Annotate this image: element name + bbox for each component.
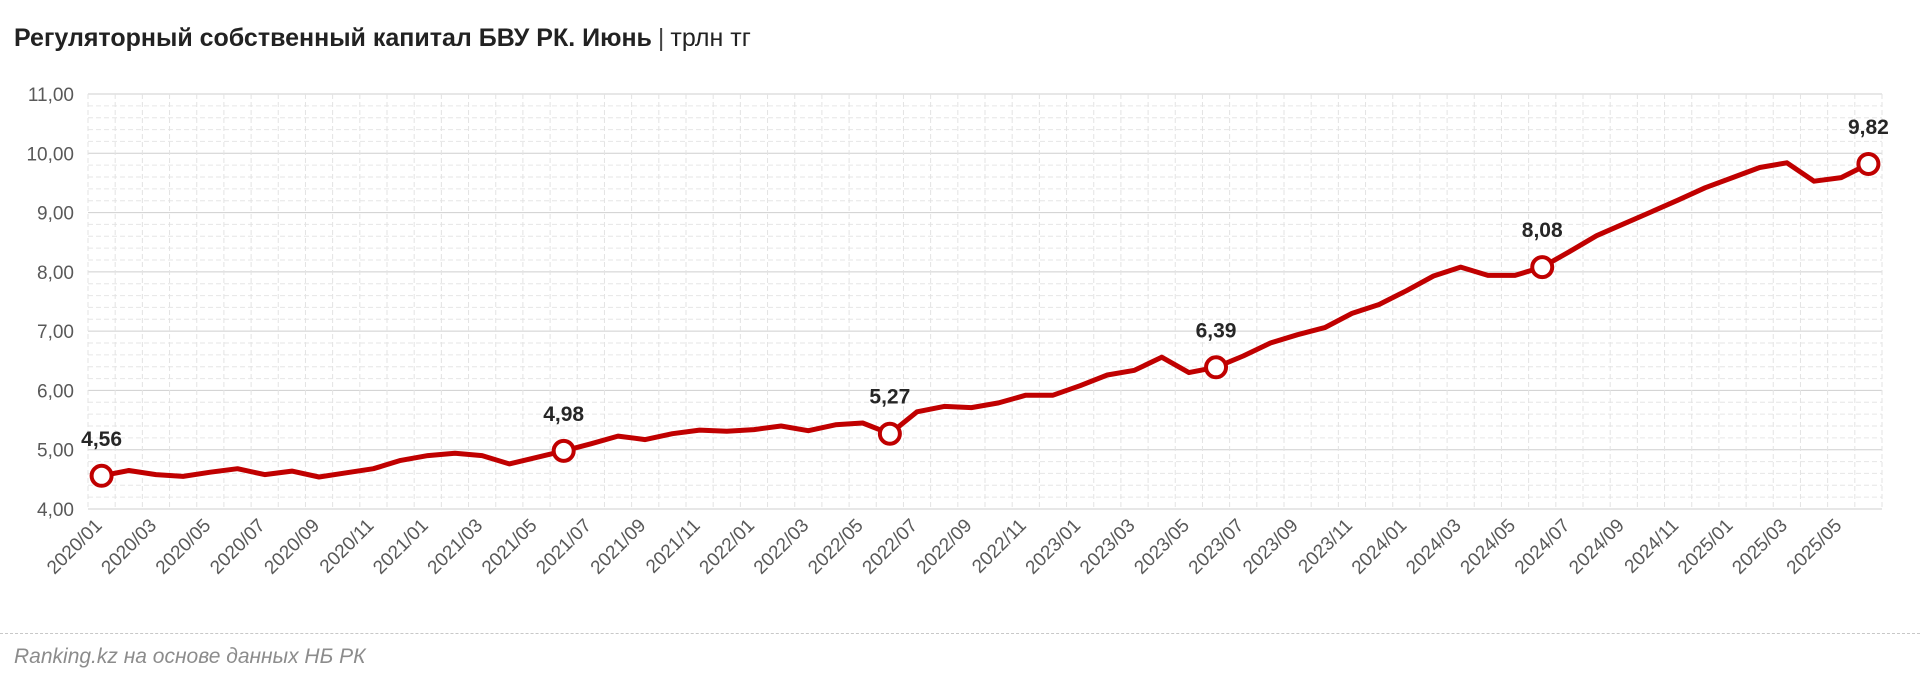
x-tick-label: 2021/03 bbox=[424, 515, 487, 578]
x-tick-label: 2021/11 bbox=[642, 515, 704, 577]
data-point-marker bbox=[1856, 151, 1881, 176]
x-tick-label: 2025/03 bbox=[1728, 515, 1791, 578]
y-tick-label: 11,00 bbox=[28, 85, 74, 106]
x-tick-label: 2020/07 bbox=[206, 515, 269, 578]
data-point-marker bbox=[89, 463, 114, 488]
y-tick-label: 4,00 bbox=[37, 500, 74, 521]
y-tick-label: 5,00 bbox=[37, 441, 74, 462]
line-chart: 4,00 5,00 6,00 7,00 8,00 9,00 10,00 11,00 2020/0… bbox=[26, 85, 1889, 579]
x-tick-label: 2024/07 bbox=[1511, 515, 1574, 578]
source-note: Ranking.kz на основе данных НБ РК bbox=[14, 645, 366, 668]
x-tick-label: 2022/01 bbox=[696, 515, 759, 578]
x-tick-label: 2022/11 bbox=[968, 515, 1030, 577]
x-tick-label: 2023/07 bbox=[1185, 515, 1248, 578]
x-tick-label: 2023/11 bbox=[1295, 515, 1357, 577]
chart-title-block: Регуляторный собственный капитал БВУ РК.… bbox=[14, 24, 751, 53]
data-point-marker bbox=[877, 421, 902, 446]
data-label: 9,82 bbox=[1848, 116, 1889, 139]
title-separator: | bbox=[657, 24, 665, 52]
x-tick-label: 2024/01 bbox=[1348, 515, 1411, 578]
x-tick-label: 2023/03 bbox=[1076, 515, 1139, 578]
data-point-marker bbox=[1204, 355, 1229, 380]
y-tick-label: 10,00 bbox=[26, 144, 74, 165]
x-tick-label: 2025/05 bbox=[1783, 515, 1846, 578]
x-tick-label: 2022/03 bbox=[750, 515, 813, 578]
x-tick-label: 2024/11 bbox=[1621, 515, 1683, 577]
x-tick-label: 2021/07 bbox=[532, 515, 595, 578]
data-label: 4,98 bbox=[543, 403, 584, 426]
y-tick-label: 8,00 bbox=[37, 263, 74, 284]
data-point-marker bbox=[551, 438, 576, 463]
x-tick-label: 2023/05 bbox=[1130, 515, 1193, 578]
data-label: 4,56 bbox=[81, 428, 122, 451]
x-tick-label: 2022/09 bbox=[913, 515, 976, 578]
y-tick-label: 9,00 bbox=[37, 204, 74, 225]
x-tick-label: 2020/11 bbox=[316, 515, 378, 577]
footer-divider bbox=[0, 633, 1920, 634]
x-tick-label: 2023/09 bbox=[1239, 515, 1302, 578]
y-tick-label: 7,00 bbox=[37, 322, 74, 343]
series-line bbox=[99, 160, 1871, 480]
y-tick-label: 6,00 bbox=[37, 381, 74, 402]
x-tick-label: 2020/03 bbox=[98, 515, 161, 578]
x-tick-label: 2025/01 bbox=[1674, 515, 1737, 578]
chart-unit: трлн тг bbox=[670, 24, 751, 52]
x-tick-label: 2021/01 bbox=[369, 515, 432, 578]
data-point-marker bbox=[1530, 255, 1555, 280]
data-label: 8,08 bbox=[1522, 219, 1563, 242]
data-label: 5,27 bbox=[869, 386, 910, 409]
x-tick-label: 2021/09 bbox=[587, 515, 650, 578]
x-tick-label: 2022/05 bbox=[804, 515, 867, 578]
x-tick-label: 2021/05 bbox=[478, 515, 541, 578]
x-tick-label: 2023/01 bbox=[1022, 515, 1085, 578]
x-tick-label: 2024/05 bbox=[1457, 515, 1520, 578]
x-tick-label: 2022/07 bbox=[859, 515, 922, 578]
data-label: 6,39 bbox=[1196, 319, 1237, 342]
x-tick-label: 2024/03 bbox=[1402, 515, 1465, 578]
chart-title: Регуляторный собственный капитал БВУ РК.… bbox=[14, 24, 652, 52]
x-tick-label: 2020/09 bbox=[261, 515, 324, 578]
x-tick-label: 2024/09 bbox=[1565, 515, 1628, 578]
x-tick-label: 2020/05 bbox=[152, 515, 215, 578]
x-tick-label: 2020/01 bbox=[43, 515, 106, 578]
